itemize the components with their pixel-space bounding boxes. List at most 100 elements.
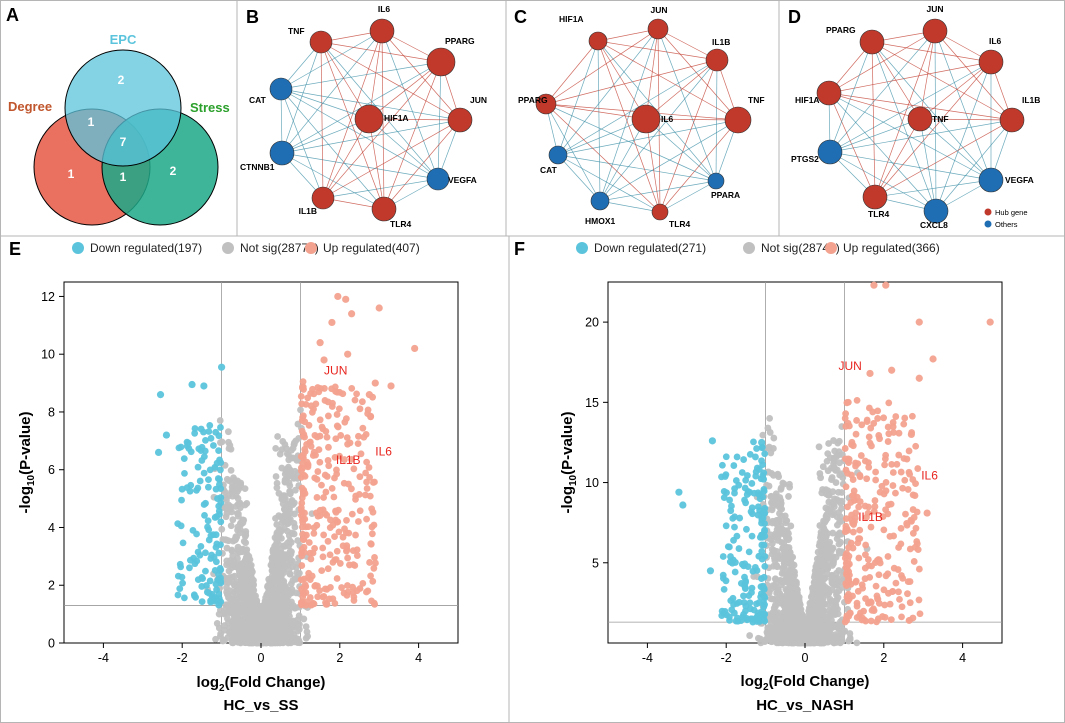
data-point — [278, 602, 285, 609]
data-point — [761, 601, 768, 609]
data-point — [313, 494, 321, 501]
data-point — [870, 507, 878, 515]
data-point — [784, 536, 792, 544]
data-point — [334, 292, 342, 301]
panel-label-a: A — [6, 5, 19, 25]
data-point — [225, 438, 232, 446]
data-point — [277, 569, 285, 577]
data-point — [759, 431, 767, 439]
data-point — [862, 541, 870, 549]
data-point — [240, 537, 248, 545]
data-point — [328, 318, 336, 327]
data-point — [220, 609, 228, 617]
data-point — [363, 478, 371, 486]
data-point — [236, 504, 244, 512]
data-point — [866, 369, 874, 378]
data-point — [729, 559, 736, 567]
y-tick-label: 10 — [585, 476, 599, 490]
network-edge — [919, 118, 992, 181]
data-point — [335, 405, 343, 413]
data-point — [346, 439, 354, 447]
network-edge — [545, 103, 647, 120]
data-point — [297, 453, 305, 460]
data-point — [314, 593, 322, 601]
data-point — [872, 468, 880, 476]
data-point — [228, 547, 236, 555]
data-point — [787, 614, 795, 622]
data-point — [332, 435, 340, 443]
data-point — [909, 412, 916, 420]
data-point — [333, 466, 340, 474]
data-point — [915, 374, 923, 382]
data-point — [282, 632, 290, 640]
network-node-il6 — [978, 49, 1004, 75]
venn-count-stress-only: 2 — [170, 164, 177, 178]
data-point — [736, 514, 744, 522]
data-point — [278, 464, 286, 472]
data-point — [742, 577, 750, 585]
data-point — [300, 548, 308, 556]
data-point — [324, 457, 332, 464]
network-node-label: TNF — [932, 114, 949, 124]
data-point — [752, 453, 759, 461]
data-point — [855, 503, 863, 511]
network-node-tlr4 — [862, 184, 888, 210]
data-point — [219, 536, 227, 543]
data-point — [254, 624, 262, 631]
data-point — [180, 594, 188, 602]
data-point — [913, 538, 921, 545]
network-node-tlr4 — [371, 196, 397, 222]
network-edge — [874, 61, 992, 198]
data-point — [359, 579, 367, 587]
data-point — [760, 584, 768, 592]
data-point — [895, 451, 903, 459]
data-point — [755, 466, 763, 473]
network-node-ppara — [707, 172, 725, 190]
network-edge — [645, 28, 659, 120]
network-edge — [597, 40, 739, 121]
data-point — [286, 570, 294, 578]
data-point — [363, 458, 371, 466]
data-point — [290, 474, 298, 482]
data-point — [867, 598, 875, 606]
data-point — [816, 590, 824, 598]
network-node-ptgs2 — [817, 139, 843, 165]
data-point — [194, 463, 202, 471]
y-tick-label: 6 — [48, 463, 55, 477]
data-point — [283, 606, 291, 614]
data-point — [860, 616, 868, 624]
data-point — [819, 523, 827, 530]
data-point — [300, 535, 308, 543]
data-point — [722, 453, 730, 461]
data-point — [320, 494, 327, 501]
data-point — [345, 529, 353, 537]
gene-annotation-il1b: IL1B — [858, 510, 883, 524]
data-point — [302, 400, 310, 408]
data-point — [240, 629, 248, 637]
data-point — [841, 455, 849, 463]
plot-title: HC_vs_NASH — [756, 697, 854, 714]
data-point — [286, 537, 294, 544]
data-point — [848, 516, 855, 524]
data-point — [864, 509, 872, 517]
data-point — [333, 575, 341, 582]
data-point — [829, 579, 836, 587]
data-point — [174, 591, 182, 599]
network-node-label: TNF — [288, 26, 305, 36]
network-edge — [645, 59, 718, 120]
network-node-hmox1 — [590, 191, 610, 211]
data-point — [767, 536, 775, 544]
data-point — [797, 625, 805, 633]
data-point — [886, 600, 894, 608]
data-point — [213, 586, 220, 594]
network-node-label: IL6 — [989, 36, 1002, 46]
network-node-pparg — [535, 93, 557, 115]
network-edge — [828, 30, 936, 94]
data-point — [907, 430, 915, 439]
data-point — [852, 462, 859, 470]
data-point — [306, 576, 314, 584]
data-point — [279, 437, 287, 445]
data-point — [282, 503, 290, 511]
network-edge — [545, 103, 717, 182]
data-point — [730, 462, 738, 469]
